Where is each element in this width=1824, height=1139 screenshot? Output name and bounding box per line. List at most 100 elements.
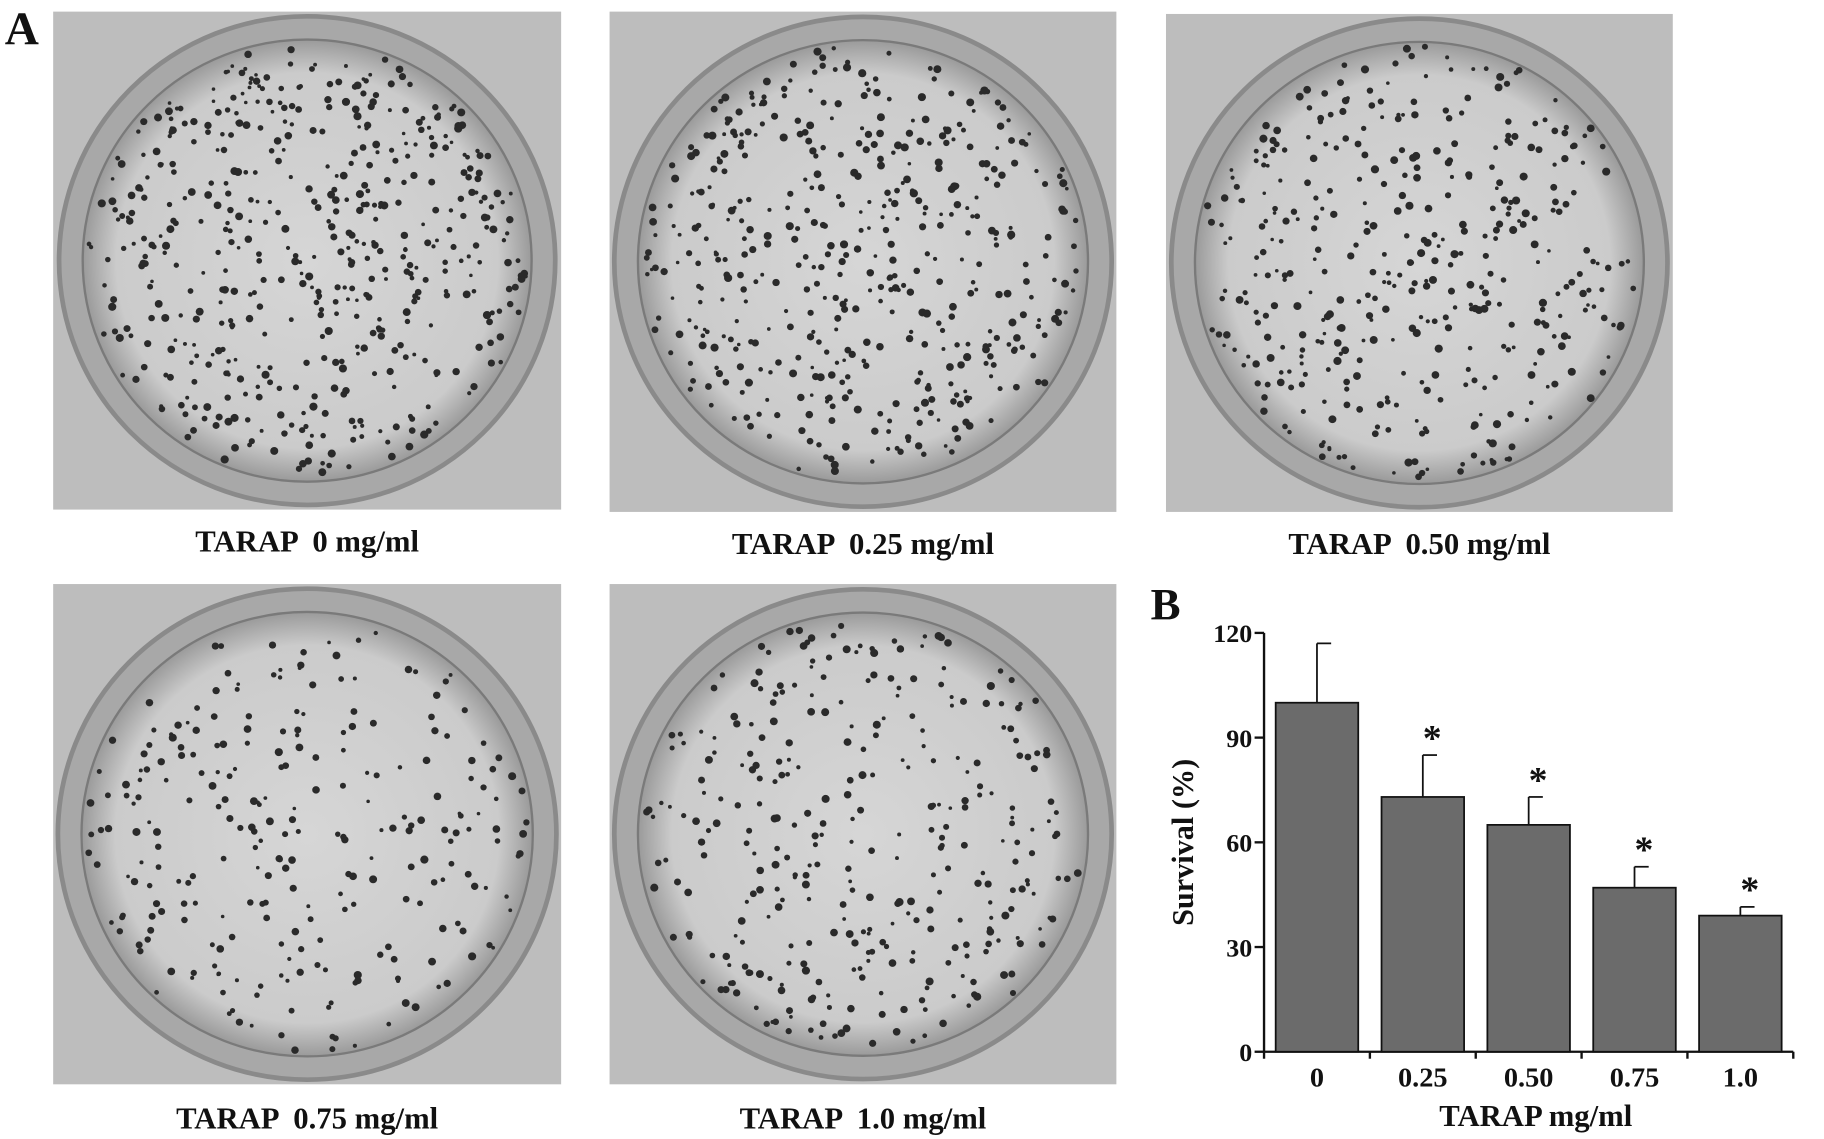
colony xyxy=(228,132,235,138)
colony xyxy=(987,226,996,235)
colony xyxy=(439,924,447,933)
colony xyxy=(111,328,119,335)
colony xyxy=(906,765,911,770)
colony xyxy=(949,703,954,708)
colony xyxy=(476,811,481,816)
colony xyxy=(1434,344,1443,353)
colony xyxy=(733,933,738,938)
colony xyxy=(780,85,788,92)
colony xyxy=(1457,468,1464,475)
colony xyxy=(402,247,408,253)
colony xyxy=(1001,725,1007,730)
colony xyxy=(897,832,902,837)
colony xyxy=(1408,52,1415,60)
colony xyxy=(746,196,752,203)
colony xyxy=(963,389,968,394)
colony xyxy=(806,896,812,902)
colony xyxy=(356,351,360,356)
dish-photo xyxy=(609,584,1117,1085)
colony xyxy=(191,378,198,385)
colony xyxy=(677,232,682,237)
colony xyxy=(718,98,724,104)
colony xyxy=(1371,430,1379,438)
colony xyxy=(774,412,781,419)
colony xyxy=(211,642,219,650)
colony xyxy=(378,200,385,207)
colony xyxy=(492,825,501,833)
colony xyxy=(747,422,754,430)
colony xyxy=(954,434,962,442)
colony xyxy=(845,374,851,380)
colony xyxy=(900,181,905,185)
colony xyxy=(982,699,990,708)
colony xyxy=(258,838,264,844)
colony xyxy=(780,897,785,903)
colony xyxy=(1280,344,1286,350)
colony xyxy=(1398,191,1407,200)
colony xyxy=(493,189,502,198)
colony xyxy=(915,197,923,205)
colony xyxy=(987,343,992,348)
colony xyxy=(277,276,285,284)
colony xyxy=(215,148,220,152)
colony xyxy=(743,840,750,847)
colony xyxy=(819,54,827,62)
colony xyxy=(309,681,317,689)
colony xyxy=(301,410,306,416)
colony xyxy=(1034,168,1039,174)
colony xyxy=(995,146,1000,150)
colony xyxy=(794,117,802,124)
colony xyxy=(227,206,234,214)
colony xyxy=(262,331,268,337)
colony xyxy=(355,298,359,303)
colony xyxy=(722,952,731,961)
colony xyxy=(398,73,407,81)
colony xyxy=(681,740,686,746)
colony xyxy=(936,221,944,229)
colony xyxy=(1054,308,1062,316)
colony xyxy=(927,925,935,933)
colony xyxy=(1494,83,1503,92)
colony xyxy=(298,946,305,953)
colony xyxy=(412,293,419,300)
colony xyxy=(1390,156,1399,165)
colony xyxy=(229,1007,236,1014)
colony xyxy=(146,742,153,749)
colony xyxy=(1302,371,1308,377)
colony xyxy=(1242,290,1248,296)
colony xyxy=(820,99,827,106)
colony xyxy=(1008,137,1016,144)
colony xyxy=(220,132,225,137)
colony xyxy=(1617,321,1625,329)
colony xyxy=(255,865,260,870)
colony xyxy=(816,339,822,345)
colony xyxy=(405,827,413,835)
colony xyxy=(231,443,239,452)
colony xyxy=(765,397,770,402)
colony xyxy=(326,462,333,469)
colony xyxy=(1215,331,1223,338)
colony xyxy=(230,64,235,68)
colony xyxy=(278,941,285,947)
colony xyxy=(1327,445,1332,450)
colony xyxy=(1552,198,1559,206)
colony xyxy=(823,349,830,355)
colony xyxy=(192,342,197,347)
colony xyxy=(457,813,464,819)
colony xyxy=(757,686,764,692)
colony xyxy=(140,118,148,126)
colony xyxy=(108,302,117,311)
colony xyxy=(1419,379,1425,385)
colony xyxy=(925,977,934,986)
colony xyxy=(1009,820,1016,827)
colony xyxy=(137,777,143,783)
colony xyxy=(1000,971,1009,979)
colony xyxy=(259,86,266,92)
colony xyxy=(900,1005,908,1014)
colony xyxy=(461,707,468,714)
colony xyxy=(1479,284,1485,290)
colony xyxy=(877,410,884,417)
colony xyxy=(830,460,839,469)
colony xyxy=(877,155,884,163)
colony xyxy=(151,244,157,250)
